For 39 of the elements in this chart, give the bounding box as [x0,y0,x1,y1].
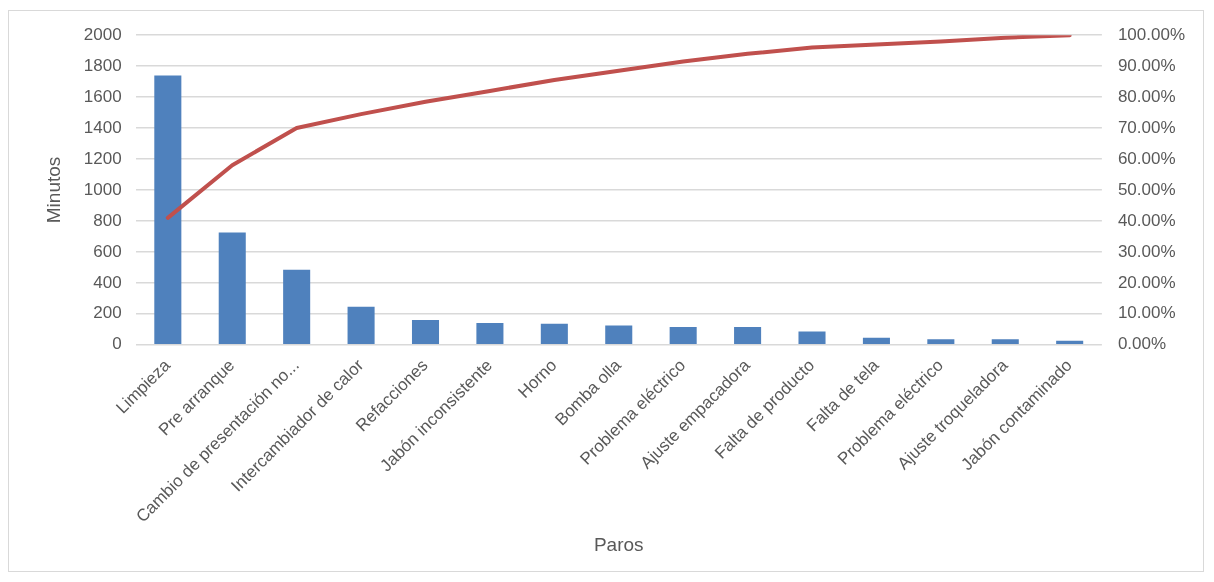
y2-tick-label: 0.00% [1117,334,1167,354]
y2-tick-label: 70.00% [1117,117,1176,137]
y-tick-label: 600 [93,241,122,261]
y2-tick-label: 80.00% [1117,86,1176,106]
y-tick-label: 800 [93,210,122,230]
bar [605,325,633,344]
bar [218,232,246,344]
bar [862,337,890,344]
bar [927,339,955,344]
y-tick-label: 1800 [83,55,122,75]
bar [734,326,762,344]
bar [283,269,311,344]
bar [347,306,375,344]
y2-tick-label: 10.00% [1117,303,1176,323]
bar [154,75,182,344]
bar [1056,340,1084,344]
y2-tick-label: 50.00% [1117,179,1176,199]
y2-tick-label: 100.00% [1117,24,1186,44]
y2-tick-label: 40.00% [1117,210,1176,230]
y2-tick-label: 60.00% [1117,148,1176,168]
y-tick-label: 200 [93,303,122,323]
bar [411,319,440,344]
y-tick-label: 1200 [83,148,122,168]
bar [669,326,697,344]
x-axis-title: Paros [593,533,644,555]
bar [991,339,1019,344]
y2-tick-label: 90.00% [1117,55,1176,75]
y-axis-title: Minutos [42,156,64,224]
y-tick-label: 1000 [83,179,122,199]
bar [476,323,504,344]
y-tick-label: 1600 [83,86,122,106]
y-tick-label: 1400 [83,117,122,137]
bar [540,323,568,344]
y-tick-label: 2000 [83,24,122,44]
y2-tick-label: 30.00% [1117,241,1176,261]
y2-tick-label: 20.00% [1117,272,1176,292]
y-tick-label: 400 [93,272,122,292]
y-tick-label: 0 [112,334,122,354]
bar [798,331,826,344]
